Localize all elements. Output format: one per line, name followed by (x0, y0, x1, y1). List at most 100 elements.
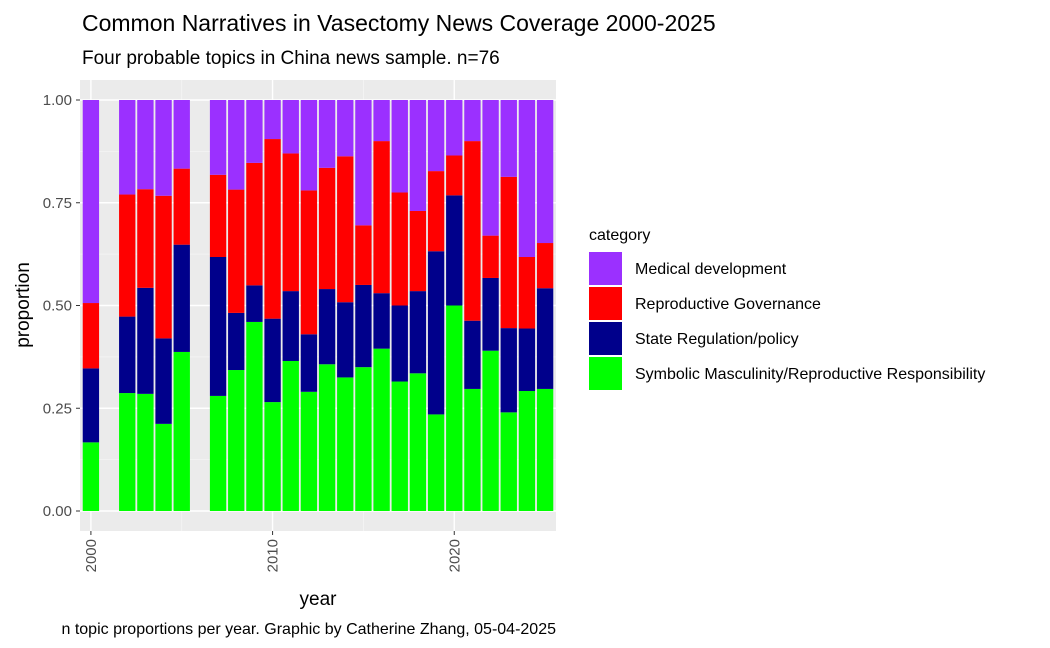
bar-segment (155, 338, 172, 424)
x-tick-label: 2000 (83, 539, 100, 572)
legend-title: category (589, 227, 650, 244)
bar-segment (246, 321, 263, 511)
bar-segment (500, 100, 517, 177)
bar-segment (137, 287, 154, 394)
bar-segment (355, 100, 372, 226)
bar-stack-group (82, 100, 554, 511)
bar-segment (228, 370, 245, 511)
bar-segment (173, 168, 190, 245)
legend-key-swatch (589, 252, 622, 285)
bar-segment (282, 360, 299, 511)
bar-segment (282, 291, 299, 361)
legend-entry-label: Symbolic Masculinity/Reproductive Respon… (635, 366, 985, 383)
bar-segment (173, 100, 190, 169)
bar-segment (137, 393, 154, 511)
bar-segment (82, 442, 100, 511)
bar-segment (536, 388, 554, 511)
bar-segment (355, 284, 372, 368)
bar-segment (155, 195, 172, 339)
bar-segment (209, 257, 227, 396)
bar-segment (318, 167, 336, 290)
bar-segment (409, 100, 427, 211)
bar-segment (409, 373, 427, 511)
bar-segment (464, 100, 481, 142)
bar-segment (500, 176, 517, 329)
y-axis: 0.00 0.25 0.50 0.75 1.00 (43, 92, 80, 520)
bar-segment (518, 100, 536, 258)
bar-segment (137, 100, 154, 190)
bar-segment (228, 100, 245, 190)
bar-segment (391, 381, 408, 511)
bar-segment (427, 414, 445, 511)
bar-segment (82, 100, 100, 304)
bar-segment (482, 350, 499, 511)
bar-segment (155, 100, 172, 196)
bar-segment (464, 320, 481, 389)
legend-key-swatch (589, 287, 622, 320)
bar-segment (464, 141, 481, 321)
y-tick-label: 0.25 (43, 400, 72, 417)
bar-segment (518, 328, 536, 391)
bar-segment (337, 302, 354, 378)
bar-segment (373, 141, 390, 294)
bar-segment (209, 100, 227, 175)
bar-segment (282, 153, 299, 292)
bar-segment (209, 174, 227, 258)
bar-segment (82, 303, 100, 369)
bar-segment (446, 305, 463, 511)
legend-entry-label: Medical development (635, 261, 787, 278)
bar-segment (173, 244, 190, 352)
bar-segment (536, 288, 554, 389)
bar-segment (337, 377, 354, 511)
bar-segment (536, 100, 554, 244)
legend-key-swatch (589, 322, 622, 355)
bar-segment (119, 316, 136, 394)
bar-segment (209, 395, 227, 511)
bar-segment (300, 100, 318, 191)
bar-segment (373, 348, 390, 511)
chart-subtitle: Four probable topics in China news sampl… (82, 48, 500, 69)
bar-segment (173, 351, 190, 511)
bar-segment (446, 155, 463, 196)
bar-segment (119, 393, 136, 511)
bar-segment (155, 423, 172, 511)
bar-segment (518, 390, 536, 511)
bar-segment (482, 235, 499, 278)
bar-segment (482, 277, 499, 351)
bar-segment (264, 402, 281, 511)
bar-segment (246, 100, 263, 163)
bar-segment (228, 312, 245, 371)
bar-segment (264, 318, 281, 403)
chart-caption: n topic proportions per year. Graphic by… (61, 621, 556, 638)
bar-segment (300, 391, 318, 511)
bar-segment (246, 162, 263, 286)
bar-segment (300, 334, 318, 392)
y-axis-title: proportion (13, 262, 34, 348)
bar-segment (464, 388, 481, 511)
bar-segment (500, 412, 517, 511)
legend: Medical development Reproductive Governan… (589, 252, 985, 390)
bar-segment (373, 293, 390, 349)
bar-segment (446, 195, 463, 306)
bar-segment (482, 100, 499, 236)
bar-segment (282, 100, 299, 154)
bar-segment (409, 291, 427, 374)
chart-title: Common Narratives in Vasectomy News Cove… (82, 10, 716, 36)
bar-segment (409, 210, 427, 292)
bar-segment (427, 171, 445, 252)
legend-key-swatch (589, 357, 622, 390)
bar-segment (446, 100, 463, 156)
bar-segment (337, 100, 354, 157)
bar-segment (427, 100, 445, 172)
legend-entry-label: State Regulation/policy (635, 331, 799, 348)
bar-segment (373, 100, 390, 142)
y-tick-label: 0.00 (43, 503, 72, 520)
y-tick-label: 0.50 (43, 298, 72, 315)
bar-segment (228, 189, 245, 313)
bar-segment (119, 100, 136, 195)
bar-segment (391, 305, 408, 382)
bar-segment (518, 257, 536, 329)
x-axis: 2000 2010 2020 (83, 531, 463, 572)
bar-segment (355, 225, 372, 285)
